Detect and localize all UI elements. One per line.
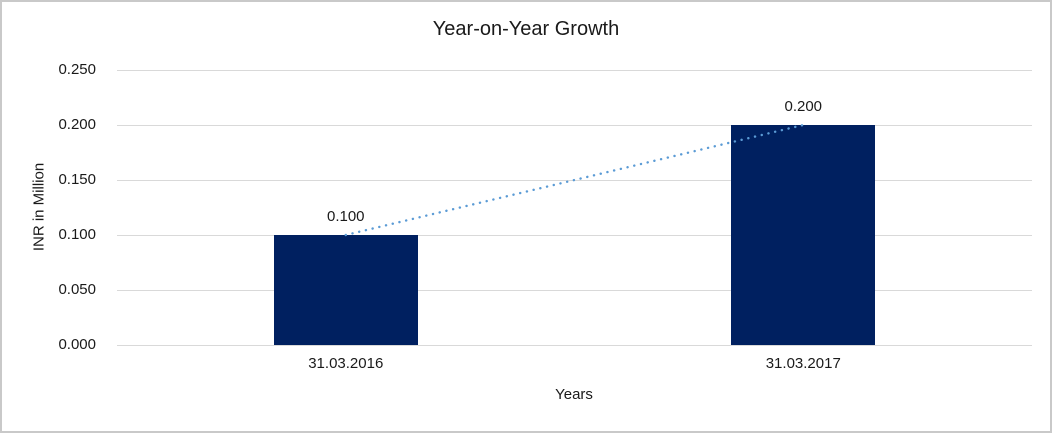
- y-axis-tick-label: 0.200: [58, 116, 96, 133]
- y-axis-tick-label: 0.050: [58, 281, 96, 298]
- x-axis-title: Years: [555, 386, 593, 403]
- y-axis-tick-label: 0.100: [58, 226, 96, 243]
- gridline: [117, 289, 1032, 291]
- y-axis-tick-label: 0.250: [58, 61, 96, 78]
- x-axis-tick-label: 31.03.2016: [308, 355, 384, 372]
- x-axis-tick-label: 31.03.2017: [765, 355, 841, 372]
- gridline: [117, 344, 1032, 346]
- gridline: [117, 234, 1032, 236]
- bar: [731, 125, 876, 345]
- gridline: [117, 179, 1032, 181]
- gridline: [117, 69, 1032, 71]
- y-axis-tick-label: 0.000: [58, 336, 96, 353]
- chart-title: Year-on-Year Growth: [432, 18, 620, 40]
- bar-data-label: 0.200: [784, 98, 823, 115]
- y-axis-tick-label: 0.150: [58, 171, 96, 188]
- bar: [273, 235, 418, 345]
- bar-data-label: 0.100: [326, 208, 365, 225]
- gridline: [117, 124, 1032, 126]
